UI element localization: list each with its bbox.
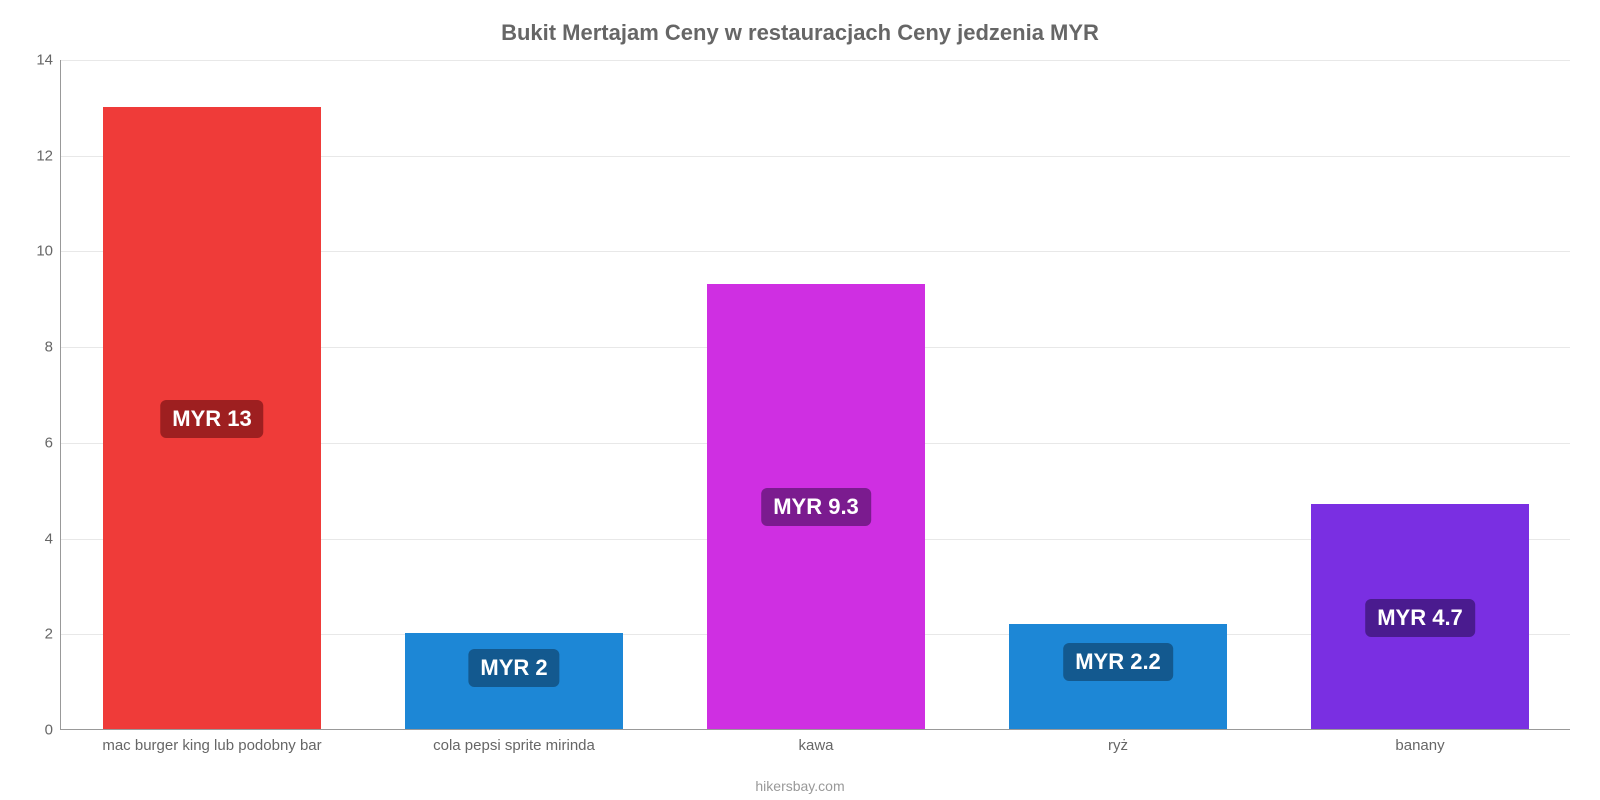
x-tick-label: banany (1395, 737, 1444, 754)
chart-title: Bukit Mertajam Ceny w restauracjach Ceny… (0, 20, 1600, 46)
y-tick-label: 4 (45, 530, 53, 547)
value-badge: MYR 2 (468, 649, 559, 687)
x-tick-label: cola pepsi sprite mirinda (433, 737, 595, 754)
attribution-text: hikersbay.com (0, 778, 1600, 794)
y-tick-label: 10 (36, 243, 53, 260)
x-tick-label: ryż (1108, 737, 1128, 754)
value-badge: MYR 13 (160, 400, 263, 438)
y-tick-label: 0 (45, 722, 53, 739)
x-tick-label: kawa (798, 737, 833, 754)
value-badge: MYR 9.3 (761, 488, 871, 526)
y-tick-label: 8 (45, 339, 53, 356)
bars-group (61, 60, 1570, 729)
y-tick-label: 2 (45, 626, 53, 643)
x-tick-label: mac burger king lub podobny bar (102, 737, 321, 754)
y-tick-label: 6 (45, 434, 53, 451)
y-tick-label: 12 (36, 147, 53, 164)
plot-area: mac burger king lub podobny barcola peps… (60, 60, 1570, 730)
y-tick-label: 14 (36, 52, 53, 69)
chart-container: Bukit Mertajam Ceny w restauracjach Ceny… (0, 0, 1600, 800)
value-badge: MYR 2.2 (1063, 643, 1173, 681)
value-badge: MYR 4.7 (1365, 599, 1475, 637)
